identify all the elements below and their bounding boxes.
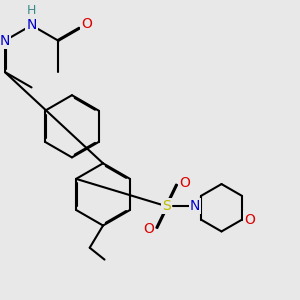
Text: N: N — [190, 199, 200, 213]
Text: N: N — [0, 34, 10, 48]
Text: H: H — [27, 4, 36, 17]
Text: N: N — [26, 18, 37, 32]
Text: O: O — [244, 213, 255, 226]
Text: O: O — [179, 176, 190, 190]
Text: O: O — [143, 222, 155, 236]
Text: O: O — [81, 17, 92, 32]
Text: S: S — [162, 199, 171, 213]
